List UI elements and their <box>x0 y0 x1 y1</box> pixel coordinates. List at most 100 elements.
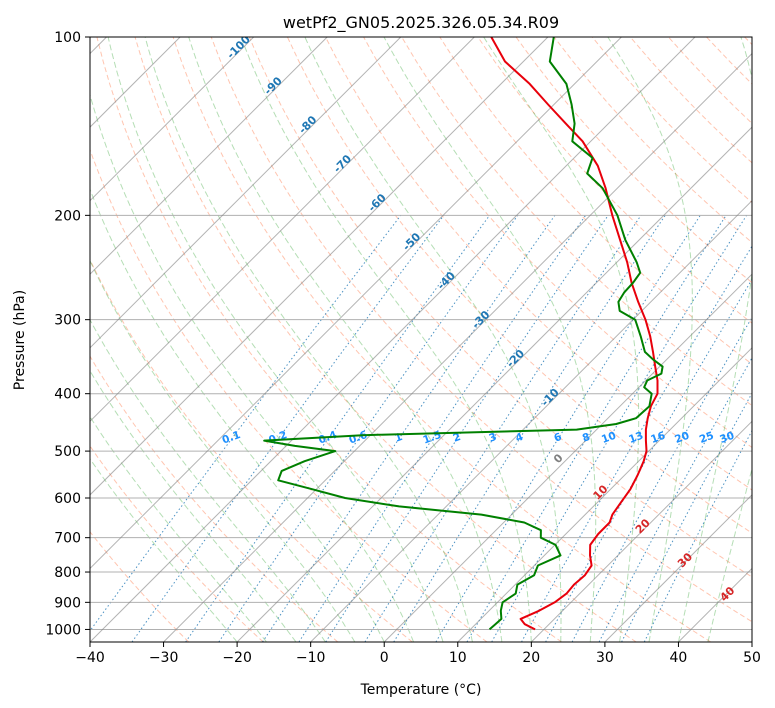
x-tick-label: 40 <box>669 650 687 666</box>
dry-adiabat-line <box>325 37 752 491</box>
moist-adiabat-line <box>90 259 356 642</box>
mixing-ratio-label: 8 <box>581 431 592 445</box>
moist-adiabat-line <box>144 37 473 642</box>
moist-adiabat-line <box>90 457 238 642</box>
mixing-ratio-label: 13 <box>627 430 645 446</box>
moist-adiabat-line <box>90 415 267 642</box>
dry-adiabat-line <box>401 37 752 407</box>
mixing-ratio-line <box>545 278 752 642</box>
mixing-ratio-label: 4 <box>514 431 525 445</box>
moist-adiabat-line <box>90 93 415 642</box>
y-tick-label: 700 <box>54 531 81 547</box>
dry-adiabat-line <box>210 37 752 623</box>
mixing-ratio-label: 0.6 <box>347 429 369 447</box>
x-tick-label: 30 <box>596 650 614 666</box>
x-tick-label: −20 <box>222 650 252 666</box>
x-tick-label: −40 <box>75 650 105 666</box>
moist-adiabat-line <box>240 37 532 642</box>
dry-adiabat-line <box>90 531 190 642</box>
y-tick-label: 800 <box>54 565 81 581</box>
y-tick-label: 600 <box>54 491 81 507</box>
dry-adiabat-line <box>96 37 562 642</box>
isotherm-line <box>236 126 752 642</box>
moist-adiabat-line <box>383 37 597 642</box>
mixing-ratio-label: 6 <box>552 431 563 445</box>
isotherm-line <box>90 37 402 349</box>
mixing-ratio-label: 16 <box>649 430 667 446</box>
y-tick-label: 400 <box>54 387 81 403</box>
y-tick-label: 900 <box>54 595 81 611</box>
x-tick-label: 20 <box>522 650 540 666</box>
mixing-ratio-label: 30 <box>718 430 736 446</box>
y-tick-label: 100 <box>54 30 81 46</box>
mixing-ratio-line <box>364 215 642 642</box>
isotherm-line <box>310 199 752 642</box>
mixing-ratio-line <box>521 245 752 642</box>
dry-adiabat-line <box>90 148 488 642</box>
mixing-ratio-label: 2 <box>451 431 462 445</box>
temperature-profile-line <box>490 37 659 631</box>
mixing-ratio-label: 20 <box>673 430 691 446</box>
x-tick-label: −10 <box>296 650 326 666</box>
x-tick-label: 10 <box>449 650 467 666</box>
isotherm-line <box>604 494 752 642</box>
x-tick-label: −30 <box>149 650 179 666</box>
x-tick-label: 50 <box>743 650 761 666</box>
dry-adiabats <box>90 37 752 642</box>
x-axis: −40 −30 −20 −10 0 10 20 30 40 50 <box>75 642 761 666</box>
mixing-ratio-line <box>298 215 587 642</box>
mixing-ratio-label: 1 <box>393 431 404 445</box>
y-tick-label: 1000 <box>45 622 81 638</box>
moist-adiabat-line <box>304 37 562 642</box>
moist-adiabat-line <box>90 188 385 642</box>
x-axis-label: Temperature (°C) <box>360 682 482 698</box>
plot-frame <box>89 36 753 643</box>
profile-series <box>263 37 664 631</box>
chart-title: wetPf2_GN05.2025.326.05.34.R09 <box>283 13 559 33</box>
mixing-ratio-line <box>643 429 752 642</box>
moist-adiabat-line <box>607 37 693 642</box>
pressure-gridlines <box>90 37 752 630</box>
dry-adiabat-line <box>477 37 752 324</box>
dry-adiabat-line <box>90 445 264 642</box>
dry-adiabat-line <box>90 355 339 642</box>
y-tick-label: 300 <box>54 313 81 329</box>
mixing-ratio-label: 10 <box>600 430 618 446</box>
moist-adiabat-line <box>483 37 640 642</box>
y-tick-label: 200 <box>54 208 81 224</box>
dry-adiabat-line <box>515 37 752 284</box>
mixing-ratio-line <box>325 215 609 642</box>
isotherm-line <box>90 37 549 496</box>
mixing-ratio-line <box>185 215 491 642</box>
isotherm-line <box>90 37 696 642</box>
mixing-ratio-line <box>218 215 519 642</box>
moist-adiabat-line <box>677 37 752 642</box>
mixing-ratio-label: 25 <box>698 430 716 446</box>
isotherm-line <box>457 347 752 642</box>
isotherm-line <box>383 273 752 642</box>
y-tick-label: 500 <box>54 444 81 460</box>
dry-adiabat-line <box>134 37 637 642</box>
mixing-ratio-line <box>466 215 727 642</box>
dry-adiabat-line <box>248 37 752 578</box>
mixing-ratio-label: 3 <box>487 431 498 445</box>
skewed-isotherms <box>90 37 752 642</box>
isotherm-line <box>90 37 622 570</box>
isotherm-line <box>530 420 752 642</box>
isotherm-line <box>163 52 752 642</box>
mixing-ratio-line <box>262 215 556 642</box>
mixing-ratio-line <box>131 215 445 642</box>
y-axis-label: Pressure (hPa) <box>12 290 28 390</box>
plot-area <box>90 37 752 642</box>
dewpoint-profile-line <box>263 37 664 631</box>
moist-adiabat-line <box>107 37 444 642</box>
mixing-ratio-line <box>393 215 666 642</box>
mixing-ratio-lines <box>90 214 752 642</box>
isotherm-line <box>90 37 328 275</box>
y-axis: 100 200 300 400 500 600 700 800 900 1000 <box>45 30 90 638</box>
x-tick-label: 0 <box>380 650 389 666</box>
mixing-ratio-label: 0.1 <box>221 429 243 447</box>
isotherm-line <box>90 37 475 423</box>
isotherm-line <box>90 37 255 202</box>
